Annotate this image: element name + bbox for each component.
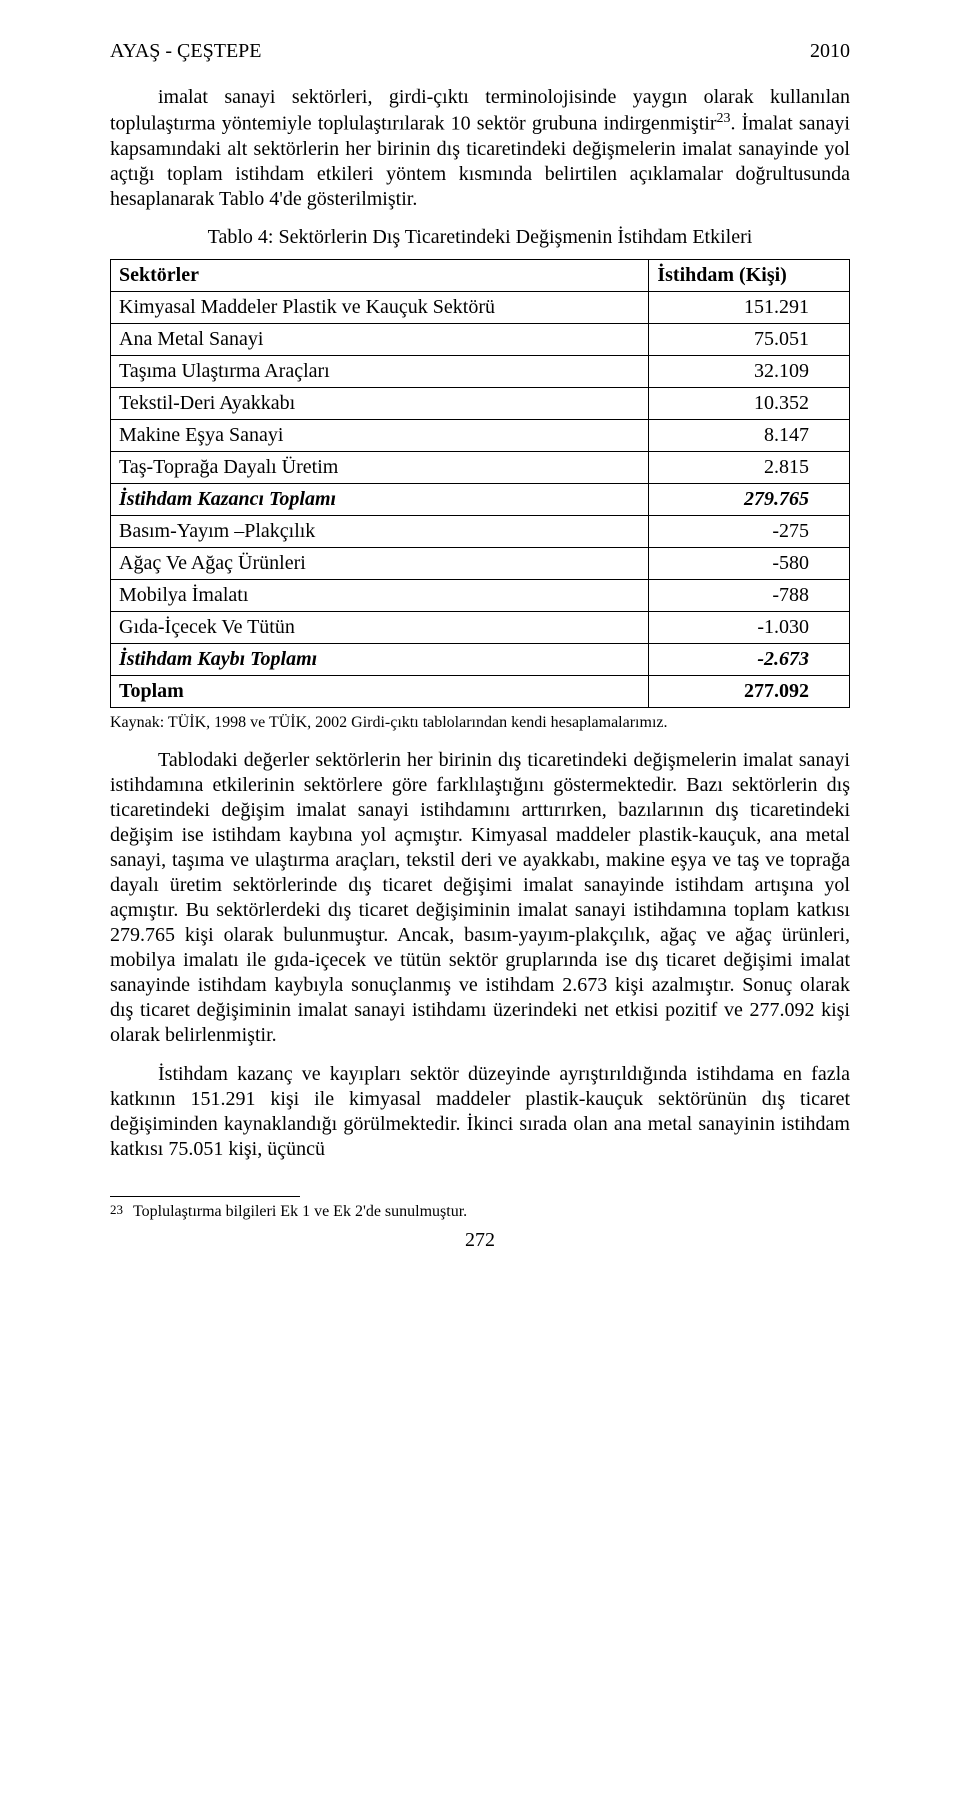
paragraph-3: İstihdam kazanç ve kayıpları sektör düze… [110, 1062, 850, 1162]
table-row: İstihdam Kaybı Toplamı-2.673 [111, 643, 850, 675]
data-table: Sektörler İstihdam (Kişi) Kimyasal Madde… [110, 259, 850, 708]
table-header-row: Sektörler İstihdam (Kişi) [111, 259, 850, 291]
row-label: Tekstil-Deri Ayakkabı [111, 387, 649, 419]
row-value: 10.352 [649, 387, 850, 419]
table-row: Kimyasal Maddeler Plastik ve Kauçuk Sekt… [111, 291, 850, 323]
row-label: Toplam [111, 675, 649, 707]
table-caption: Tablo 4: Sektörlerin Dış Ticaretindeki D… [110, 226, 850, 249]
table-row: Gıda-İçecek Ve Tütün-1.030 [111, 611, 850, 643]
row-value: 279.765 [649, 483, 850, 515]
table-row: İstihdam Kazancı Toplamı279.765 [111, 483, 850, 515]
col-header-sektorler: Sektörler [111, 259, 649, 291]
row-value: 75.051 [649, 323, 850, 355]
table-row: Makine Eşya Sanayi8.147 [111, 419, 850, 451]
row-value: 277.092 [649, 675, 850, 707]
table-row: Taş-Toprağa Dayalı Üretim2.815 [111, 451, 850, 483]
header-left: AYAŞ - ÇEŞTEPE [110, 40, 262, 63]
row-label: Ağaç Ve Ağaç Ürünleri [111, 547, 649, 579]
paragraph-1: imalat sanayi sektörleri, girdi-çıktı te… [110, 85, 850, 212]
table-row: Toplam277.092 [111, 675, 850, 707]
table-row: Ağaç Ve Ağaç Ürünleri-580 [111, 547, 850, 579]
row-value: -580 [649, 547, 850, 579]
page-header: AYAŞ - ÇEŞTEPE 2010 [110, 40, 850, 63]
row-label: Taş-Toprağa Dayalı Üretim [111, 451, 649, 483]
row-value: 8.147 [649, 419, 850, 451]
paragraph-2: Tablodaki değerler sektörlerin her birin… [110, 748, 850, 1048]
page-number: 272 [110, 1229, 850, 1252]
table-row: Ana Metal Sanayi75.051 [111, 323, 850, 355]
footnote-text: Toplulaştırma bilgileri Ek 1 ve Ek 2'de … [133, 1203, 467, 1221]
row-value: -275 [649, 515, 850, 547]
table-row: Basım-Yayım –Plakçılık-275 [111, 515, 850, 547]
row-label: Taşıma Ulaştırma Araçları [111, 355, 649, 387]
row-label: Makine Eşya Sanayi [111, 419, 649, 451]
footnote-number: 23 [110, 1203, 123, 1221]
row-label: İstihdam Kazancı Toplamı [111, 483, 649, 515]
footnote-ref-23: 23 [716, 111, 730, 126]
row-value: 32.109 [649, 355, 850, 387]
row-label: İstihdam Kaybı Toplamı [111, 643, 649, 675]
footnote-23: 23 Toplulaştırma bilgileri Ek 1 ve Ek 2'… [110, 1203, 850, 1221]
row-label: Gıda-İçecek Ve Tütün [111, 611, 649, 643]
row-value: -2.673 [649, 643, 850, 675]
table-row: Tekstil-Deri Ayakkabı10.352 [111, 387, 850, 419]
row-label: Kimyasal Maddeler Plastik ve Kauçuk Sekt… [111, 291, 649, 323]
table-row: Mobilya İmalatı-788 [111, 579, 850, 611]
table-source-note: Kaynak: TÜİK, 1998 ve TÜİK, 2002 Girdi-ç… [110, 714, 850, 732]
row-value: -1.030 [649, 611, 850, 643]
footnote-separator [110, 1196, 300, 1197]
row-value: 151.291 [649, 291, 850, 323]
table-row: Taşıma Ulaştırma Araçları32.109 [111, 355, 850, 387]
col-header-istihdam: İstihdam (Kişi) [649, 259, 850, 291]
row-label: Ana Metal Sanayi [111, 323, 649, 355]
header-right: 2010 [810, 40, 850, 63]
row-value: -788 [649, 579, 850, 611]
row-label: Basım-Yayım –Plakçılık [111, 515, 649, 547]
row-value: 2.815 [649, 451, 850, 483]
row-label: Mobilya İmalatı [111, 579, 649, 611]
